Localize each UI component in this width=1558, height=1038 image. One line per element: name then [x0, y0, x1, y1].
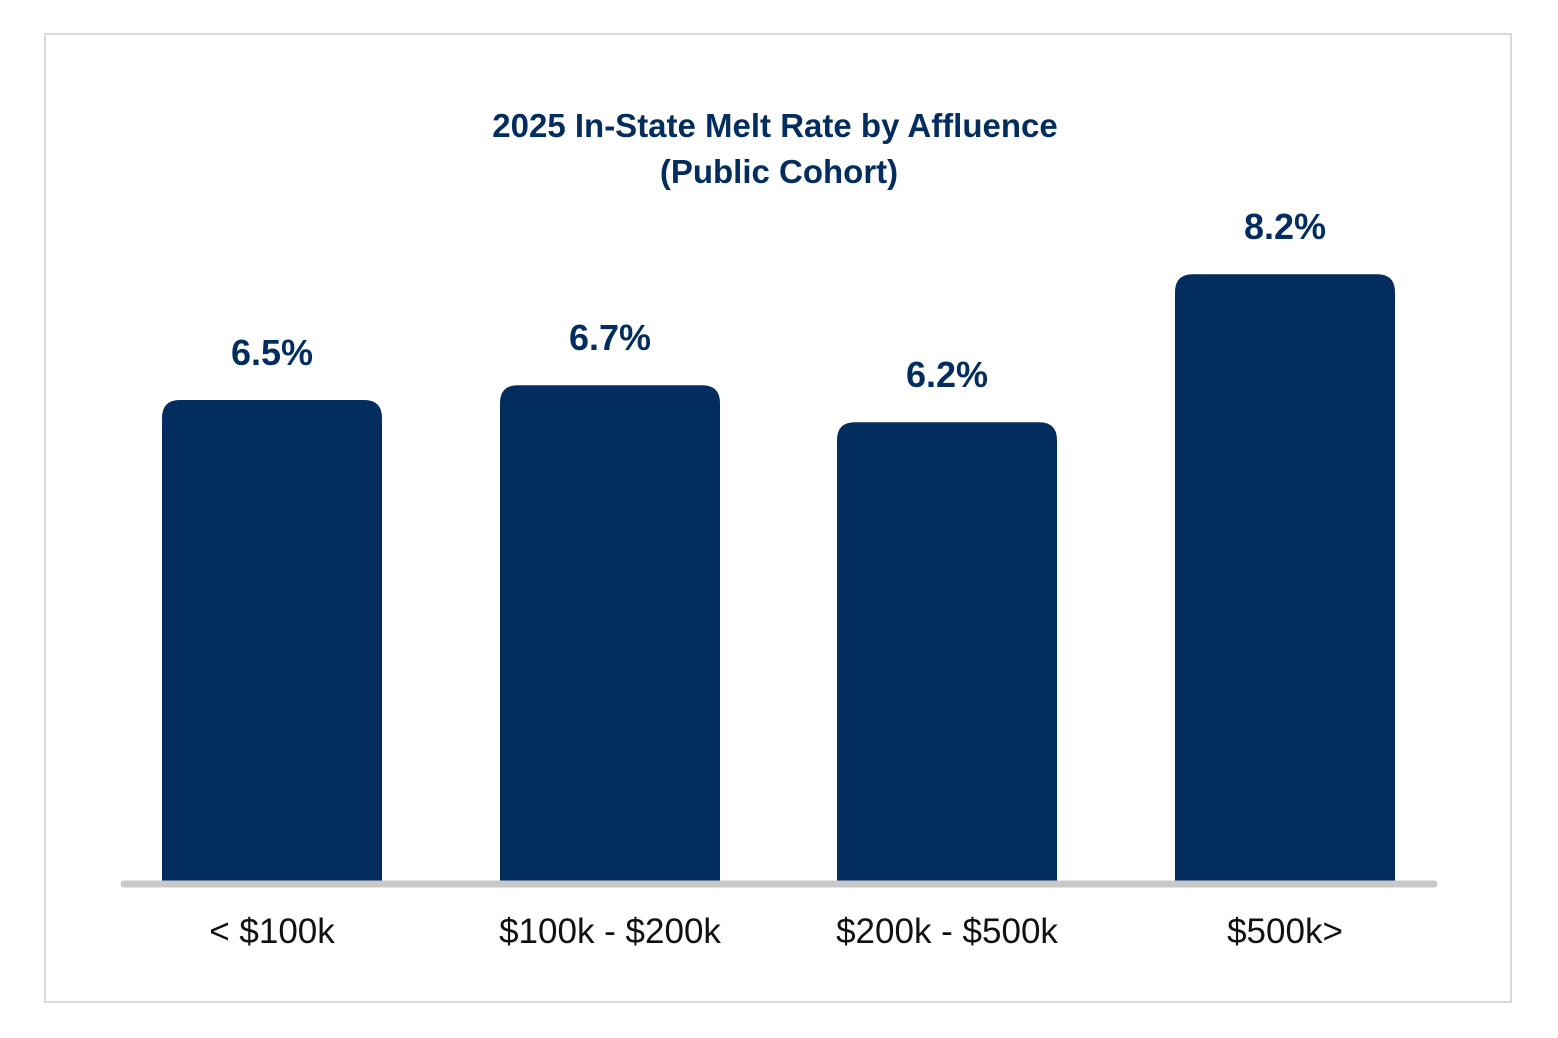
category-label-2: $100k - $200k: [499, 912, 721, 951]
bar-3: [837, 422, 1057, 881]
chart-subtitle: (Public Cohort): [660, 153, 898, 190]
category-label-1: < $100k: [209, 912, 335, 951]
category-label-3: $200k - $500k: [836, 912, 1058, 951]
value-label-1: 6.5%: [231, 332, 313, 373]
value-label-4: 8.2%: [1244, 206, 1326, 247]
bar-2: [500, 385, 720, 881]
bars-group: [162, 274, 1395, 881]
bar-1: [162, 400, 382, 881]
value-label-2: 6.7%: [569, 317, 651, 358]
category-label-4: $500k>: [1227, 912, 1343, 951]
value-label-3: 6.2%: [906, 354, 988, 395]
chart-title: 2025 In-State Melt Rate by Affluence: [492, 107, 1057, 144]
bar-4: [1175, 274, 1395, 881]
labels-group: 6.5% < $100k 6.7% $100k - $200k 6.2% $200k - …: [209, 206, 1343, 951]
